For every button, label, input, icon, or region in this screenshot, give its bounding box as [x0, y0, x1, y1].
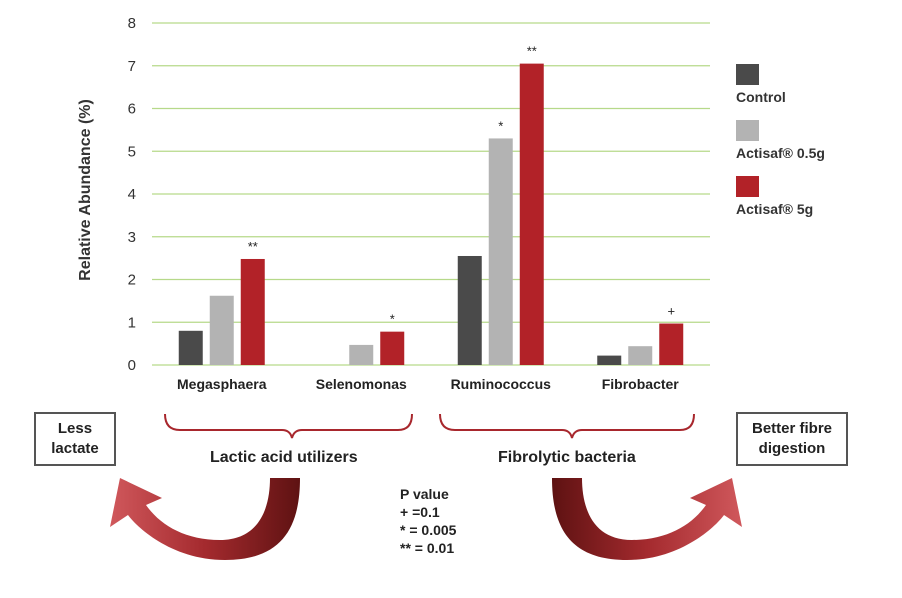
less-lactate-line2: lactate — [51, 440, 99, 457]
significance-marks: ******+ — [248, 44, 675, 327]
category-labels: Megasphaera Selenomonas Ruminococcus Fibrob… — [177, 376, 679, 392]
p-value-title: P value — [400, 486, 449, 502]
significance-mark: * — [498, 118, 503, 133]
brace-fibrolytic-bacteria — [439, 413, 695, 439]
y-tick-label: 5 — [128, 143, 136, 160]
bar-selenomonas-series-1 — [349, 344, 374, 365]
legend-label-control: Control — [736, 89, 786, 105]
bar-ruminococcus-series-2 — [519, 63, 544, 366]
y-tick-label: 8 — [128, 15, 136, 32]
y-tick-label: 4 — [128, 186, 136, 203]
group-label-fibrolytic-bacteria: Fibrolytic bacteria — [498, 449, 636, 466]
significance-mark: ** — [248, 239, 258, 254]
better-fibre-line2: digestion — [758, 440, 826, 457]
bar-megasphaera-series-0 — [178, 330, 203, 365]
legend-item-actisaf-0-5g: Actisaf® 0.5g — [736, 120, 825, 161]
curved-arrow-right-icon — [552, 478, 742, 560]
group-label-lactic-acid-utilizers: Lactic acid utilizers — [210, 449, 358, 466]
significance-mark: * — [390, 312, 395, 327]
legend-item-control: Control — [736, 64, 786, 105]
y-tick-labels: 0 1 2 3 4 5 6 7 8 — [128, 15, 136, 374]
p-value-line: * = 0.005 — [400, 522, 457, 538]
legend-swatch-actisaf-5g — [736, 176, 759, 197]
bar-fibrobacter-series-2 — [659, 323, 684, 365]
y-tick-label: 1 — [128, 314, 136, 331]
category-label: Megasphaera — [177, 376, 267, 392]
legend-label-actisaf-0-5g: Actisaf® 0.5g — [736, 145, 825, 161]
bar-megasphaera-series-2 — [240, 258, 265, 365]
less-lactate-line1: Less — [57, 420, 93, 437]
category-label: Selenomonas — [316, 376, 407, 392]
bar-fibrobacter-series-0 — [597, 355, 622, 365]
less-lactate-box: Less lactate — [34, 412, 116, 466]
y-axis-label: Relative Abundance (%) — [77, 99, 94, 281]
p-value-line: + =0.1 — [400, 504, 440, 520]
y-tick-label: 2 — [128, 272, 136, 289]
bar-ruminococcus-series-0 — [457, 255, 482, 365]
p-value-legend: P value + =0.1 * = 0.005 ** = 0.01 — [400, 485, 456, 557]
legend-label-actisaf-5g: Actisaf® 5g — [736, 201, 814, 217]
significance-mark: + — [667, 304, 675, 319]
significance-mark: ** — [527, 44, 537, 59]
bars — [178, 63, 684, 366]
legend-swatch-actisaf-0-5g — [736, 120, 759, 141]
bar-megasphaera-series-1 — [209, 295, 234, 365]
curved-arrow-left-icon — [110, 478, 300, 560]
bar-fibrobacter-series-1 — [628, 346, 653, 365]
category-label: Ruminococcus — [451, 376, 552, 392]
y-tick-label: 6 — [128, 101, 136, 118]
bar-ruminococcus-series-1 — [488, 138, 513, 365]
category-label: Fibrobacter — [602, 376, 680, 392]
gridlines — [152, 22, 710, 366]
legend-swatch-control — [736, 64, 759, 85]
y-tick-label: 0 — [128, 357, 136, 374]
legend-item-actisaf-5g: Actisaf® 5g — [736, 176, 813, 217]
better-fibre-line1: Better fibre — [751, 420, 833, 437]
y-tick-label: 3 — [128, 229, 136, 246]
better-fibre-digestion-box: Better fibre digestion — [736, 412, 848, 466]
y-tick-label: 7 — [128, 58, 136, 75]
p-value-line: ** = 0.01 — [400, 540, 455, 556]
bar-selenomonas-series-2 — [380, 331, 405, 365]
brace-lactic-acid-utilizers — [164, 413, 413, 439]
